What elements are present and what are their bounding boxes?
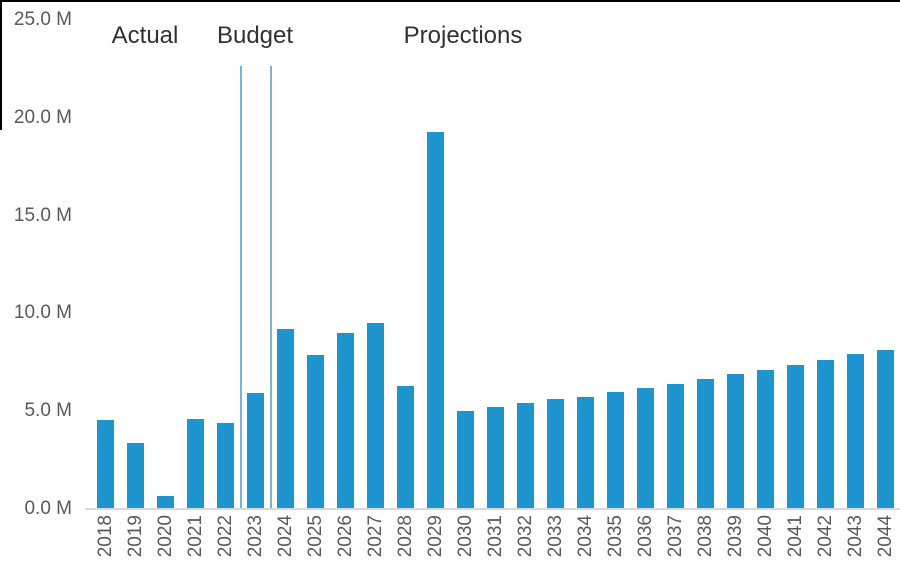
x-axis-tick-label: 2021 xyxy=(184,515,206,558)
x-axis-tick-label: 2032 xyxy=(514,515,536,558)
x-axis-tick-label: 2027 xyxy=(364,515,386,558)
bar-2037 xyxy=(666,383,684,509)
x-axis-tick-label: 2038 xyxy=(694,515,716,558)
bar-2027 xyxy=(366,323,384,509)
bar-2033 xyxy=(546,399,564,509)
divider-line xyxy=(240,66,242,509)
x-axis-tick-label: 2019 xyxy=(124,515,146,558)
x-axis-tick-label: 2029 xyxy=(424,515,446,558)
bar-2042 xyxy=(816,360,834,509)
y-axis-tick-label: 0.0 M xyxy=(24,498,72,519)
x-axis-tick-label: 2041 xyxy=(784,515,806,558)
bar-2019 xyxy=(126,443,144,509)
x-axis-tick-label: 2035 xyxy=(604,515,626,558)
bar-2028 xyxy=(396,385,414,509)
screenshot-edge-left xyxy=(0,0,2,130)
x-axis-tick-label: 2043 xyxy=(844,515,866,558)
bar-2041 xyxy=(786,365,804,509)
x-axis-tick-label: 2023 xyxy=(244,515,266,558)
y-axis-tick-label: 5.0 M xyxy=(24,400,72,422)
bar-2035 xyxy=(606,391,624,509)
x-axis-tick-label: 2031 xyxy=(484,515,506,558)
y-axis-tick-label: 15.0 M xyxy=(13,204,72,226)
x-axis-tick-label: 2040 xyxy=(754,515,776,558)
x-axis-tick-label: 2026 xyxy=(334,515,356,558)
bar-2021 xyxy=(186,419,204,509)
bar-2032 xyxy=(516,403,534,509)
x-axis-tick-label: 2034 xyxy=(574,515,596,558)
x-axis-tick-label: 2044 xyxy=(874,515,896,558)
x-axis-tick-label: 2018 xyxy=(94,515,116,558)
bar-2018 xyxy=(96,420,114,509)
bar-2034 xyxy=(576,396,594,509)
bar-2020 xyxy=(156,496,174,509)
x-axis-tick-label: 2033 xyxy=(544,515,566,558)
section-label-budget: Budget xyxy=(216,22,294,49)
x-axis-line xyxy=(85,508,900,510)
bar-2036 xyxy=(636,387,654,509)
x-axis-tick-label: 2024 xyxy=(274,515,296,558)
x-axis-tick-label: 2030 xyxy=(454,515,476,558)
bar-2043 xyxy=(846,354,864,509)
bar-2025 xyxy=(306,355,324,509)
x-axis-tick-label: 2020 xyxy=(154,515,176,558)
y-axis-tick-label: 10.0 M xyxy=(13,302,72,324)
bar-2023 xyxy=(246,392,264,509)
x-axis-tick-label: 2037 xyxy=(664,515,686,558)
bar-2038 xyxy=(696,378,714,509)
bar-2040 xyxy=(756,370,774,509)
divider-line xyxy=(270,66,272,509)
screenshot-edge-top xyxy=(0,0,900,2)
section-label-projections: Projections xyxy=(403,22,523,49)
bar-2026 xyxy=(336,332,354,509)
bar-2022 xyxy=(216,422,234,509)
x-axis-tick-label: 2022 xyxy=(214,515,236,558)
bar-2044 xyxy=(876,349,894,509)
x-axis-tick-label: 2036 xyxy=(634,515,656,558)
x-axis-tick-label: 2039 xyxy=(724,515,746,558)
bar-2039 xyxy=(726,374,744,509)
section-label-actual: Actual xyxy=(111,22,179,49)
bar-2030 xyxy=(456,411,474,509)
x-axis-tick-label: 2028 xyxy=(394,515,416,558)
x-axis-tick-label: 2025 xyxy=(304,515,326,558)
x-axis-tick-label: 2042 xyxy=(814,515,836,558)
y-axis-tick-label: 20.0 M xyxy=(13,106,72,128)
bar-2029 xyxy=(426,132,444,509)
bar-2024 xyxy=(276,329,294,509)
bar-2031 xyxy=(486,407,504,509)
y-axis-tick-label: 25.0 M xyxy=(13,9,72,30)
